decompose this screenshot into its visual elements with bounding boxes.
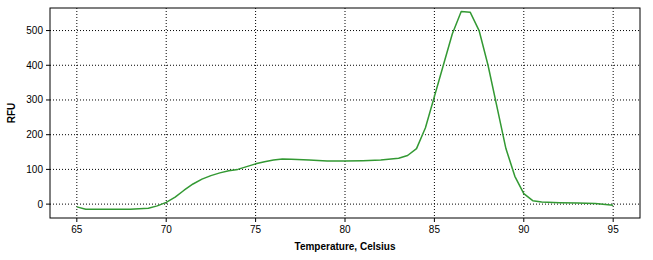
x-tick-label: 85	[429, 224, 441, 235]
plot-frame	[50, 8, 640, 218]
y-tick-label: 400	[26, 60, 43, 71]
x-grid-line	[523, 8, 524, 218]
x-tick	[613, 218, 614, 222]
y-grid-line	[50, 134, 640, 135]
chart: 65 70 75 80 85 90 95 0 100 200 300 400 500 Temperatur…	[0, 0, 653, 260]
series-line	[77, 11, 613, 209]
x-tick-label: 65	[71, 224, 83, 235]
x-tick	[255, 218, 256, 222]
x-tick-label: 95	[608, 224, 620, 235]
x-tick-label: 80	[339, 224, 351, 235]
x-grid-line	[613, 8, 614, 218]
y-tick-label: 0	[37, 199, 43, 210]
x-tick-label: 75	[250, 224, 262, 235]
y-tick-label: 200	[26, 129, 43, 140]
y-tick	[46, 169, 50, 170]
y-tick	[46, 204, 50, 205]
chart-svg: 65 70 75 80 85 90 95 0 100 200 300 400 500 Temperatur…	[0, 0, 653, 260]
y-grid-line	[50, 99, 640, 100]
x-grid-line	[345, 8, 346, 218]
y-tick	[46, 134, 50, 135]
x-grid-line	[76, 8, 77, 218]
x-tick	[345, 218, 346, 222]
y-tick	[46, 99, 50, 100]
y-grid-line	[50, 204, 640, 205]
y-tick-label: 100	[26, 164, 43, 175]
y-axis-label: RFU	[6, 103, 17, 124]
x-tick-label: 70	[161, 224, 173, 235]
x-tick	[76, 218, 77, 222]
x-grid-line	[434, 8, 435, 218]
y-tick-label: 500	[26, 25, 43, 36]
y-tick	[46, 65, 50, 66]
x-axis-label: Temperature, Celsius	[295, 241, 396, 252]
plot-area	[77, 11, 613, 209]
x-grid-line	[166, 8, 167, 218]
y-grid-line	[50, 30, 640, 31]
x-tick	[434, 218, 435, 222]
y-tick-label: 300	[26, 94, 43, 105]
x-tick	[523, 218, 524, 222]
x-grid-line	[255, 8, 256, 218]
x-tick	[166, 218, 167, 222]
y-tick	[46, 30, 50, 31]
x-tick-label: 90	[518, 224, 530, 235]
y-grid-line	[50, 169, 640, 170]
y-grid-line	[50, 65, 640, 66]
